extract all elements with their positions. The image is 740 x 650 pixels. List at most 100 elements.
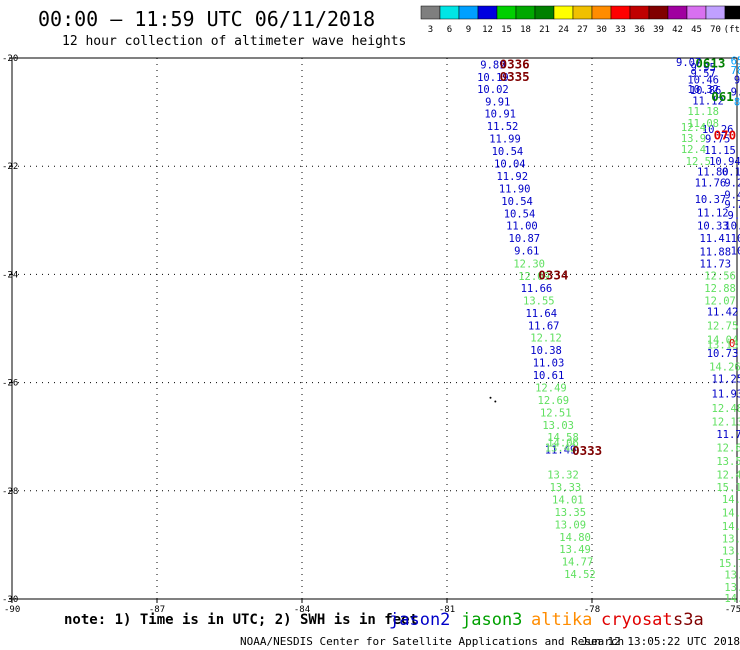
colorbar-label: (ft) <box>724 25 740 35</box>
wave-height-label: 12.12 <box>530 333 562 345</box>
wave-height-label: 10 <box>731 233 740 245</box>
wave-height-label: 9.95 <box>691 62 716 74</box>
wave-height-label: 12.75 <box>707 320 739 332</box>
colorbar-swatch <box>477 5 498 20</box>
wave-height-label: 10.19 <box>477 72 509 84</box>
wave-height-label: 13.32 <box>547 470 579 482</box>
wave-height-label: 9.91 <box>485 96 510 108</box>
legend-cryosat: cryosat <box>601 610 673 630</box>
colorbar-label: 36 <box>634 25 645 35</box>
colorbar-swatch <box>686 5 707 20</box>
wave-height-label: 12.88 <box>704 283 736 295</box>
y-tick-label: -26 <box>2 379 18 389</box>
colorbar-label: 18 <box>520 25 531 35</box>
wave-height-label: 10.91 <box>484 109 516 121</box>
wave-height-label: 12.48 <box>712 403 740 415</box>
colorbar-swatch <box>420 5 441 20</box>
colorbar-swatch <box>648 5 669 20</box>
wave-height-label: 10.37 <box>695 194 727 206</box>
plot-frame <box>11 57 738 600</box>
y-tick-label: -20 <box>2 54 18 64</box>
wave-height-label: 11.41 <box>699 233 731 245</box>
y-tick-label: -28 <box>2 487 18 497</box>
wave-height-label: 9. <box>731 87 740 99</box>
y-tick-label: -24 <box>2 270 18 280</box>
wave-height-label: 9.75 <box>705 134 730 146</box>
wave-height-label: 12.4 <box>681 122 706 134</box>
wave-height-label: 78 <box>731 65 740 77</box>
colorbar-label: 9 <box>466 25 471 35</box>
colorbar-label: 24 <box>558 25 569 35</box>
wave-height-label: 0 <box>729 338 735 350</box>
wave-height-label: 10.73 <box>707 348 739 360</box>
colorbar-label: 45 <box>691 25 702 35</box>
wave-height-label: 12.4 <box>681 144 706 156</box>
wave-height-label: 9.48 <box>724 189 740 201</box>
wave-height-label: 13.3 <box>722 545 740 557</box>
wave-height-label: 14.80 <box>559 532 591 544</box>
x-tick-label: -81 <box>439 605 455 615</box>
legend-altika: altika <box>531 610 592 630</box>
wave-height-label: 11.52 <box>487 121 519 133</box>
pass-time-label: 0334 <box>538 267 568 282</box>
colorbar-label: 6 <box>447 25 452 35</box>
wave-height-label: 11.66 <box>521 283 553 295</box>
wave-height-label: 11.64 <box>525 308 557 320</box>
wave-height-label: 14.2 <box>722 494 740 506</box>
wave-height-label: 14.77 <box>562 557 594 569</box>
wave-height-label: 12.62 <box>716 443 740 455</box>
wave-height-label: 0.12 <box>722 167 740 179</box>
colorbar-swatch <box>572 5 593 20</box>
pass-time-label: 0333 <box>572 443 602 458</box>
colorbar-label: 39 <box>653 25 664 35</box>
wave-height-label: 10.46 <box>687 75 719 87</box>
colorbar-label: 21 <box>539 25 550 35</box>
wave-height-label: 13.09 <box>554 519 586 531</box>
legend-jason3: jason3 <box>461 610 522 630</box>
wave-height-label: 13.5 <box>722 533 740 545</box>
wave-height-label: 10.26 <box>702 124 734 136</box>
grid <box>12 58 737 599</box>
colorbar-label: 33 <box>615 25 626 35</box>
colorbar-swatch <box>534 5 555 20</box>
wave-height-label: 9 <box>734 75 740 87</box>
wave-height-label: 12.5 <box>686 156 711 168</box>
wave-height-label: 10.86 <box>690 85 722 97</box>
pass-time-label: 0335 <box>500 69 530 84</box>
wave-height-label: 9.9 <box>728 210 740 222</box>
colorbar-swatch <box>724 5 740 20</box>
wave-height-label: 10.87 <box>509 233 541 245</box>
wave-height-label: 14.58 <box>547 432 579 444</box>
satellite-legend: jason2 jason3 altika cryosat s3a <box>389 610 704 630</box>
wave-height-label: 13.53 <box>716 456 740 468</box>
wave-height-label: 11.88 <box>699 247 731 259</box>
wave-height-label: 13.03 <box>542 420 574 432</box>
colorbar-swatch <box>458 5 479 20</box>
wave-height-label: 12.56 <box>704 270 736 282</box>
y-tick-label: -30 <box>2 595 18 605</box>
wave-height-label: 10.54 <box>501 196 533 208</box>
wave-height-label: 12.51 <box>540 407 572 419</box>
wave-height-label: 9.78 <box>724 199 740 211</box>
x-tick-label: -75 <box>725 605 740 615</box>
wave-height-label: 10.02 <box>477 84 509 96</box>
colorbar-label: 27 <box>577 25 588 35</box>
wave-height-label: 8 <box>734 96 740 108</box>
wave-height-label: 13.4 <box>724 570 740 582</box>
wave-height-label: 10.54 <box>504 208 536 220</box>
wave-height-label: 14.52 <box>564 569 596 581</box>
chart-subtitle: 12 hour collection of altimeter wave hei… <box>62 34 406 49</box>
wave-height-label: 12.49 <box>535 382 567 394</box>
wave-height-label: 10.54 <box>492 146 524 158</box>
x-tick-label: -87 <box>149 605 165 615</box>
pass-time-label: 070 <box>714 127 737 142</box>
colorbar-swatch <box>705 5 726 20</box>
colorbar-label: 15 <box>501 25 512 35</box>
colorbar-label: 3 <box>428 25 433 35</box>
data-point <box>489 396 492 399</box>
wave-height-label: 9.61 <box>514 246 539 258</box>
legend-jason2: jason2 <box>389 610 450 630</box>
wave-height-label: 10.94 <box>709 156 740 168</box>
pass-time-label: 061 <box>711 89 734 104</box>
